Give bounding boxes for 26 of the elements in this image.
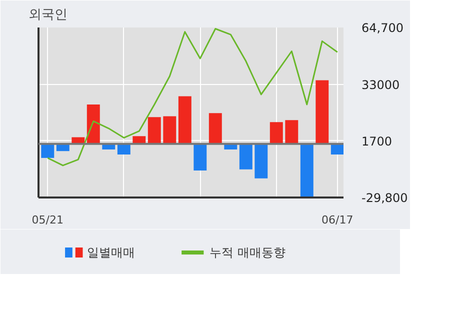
- bar: [239, 144, 252, 170]
- legend-label: 일별매매: [87, 246, 136, 260]
- bar: [285, 120, 298, 144]
- x-tick-label: 06/17: [322, 214, 354, 226]
- bar: [86, 104, 100, 144]
- bar: [117, 144, 130, 155]
- bar: [254, 144, 268, 178]
- bar: [208, 113, 222, 144]
- bar: [270, 122, 283, 144]
- bar: [41, 144, 54, 158]
- bar: [132, 136, 146, 144]
- y-tick-label: 33000: [362, 78, 400, 92]
- y-tick-label: 1700: [362, 134, 392, 148]
- legend-label: 누적 매매동향: [210, 246, 286, 260]
- chart-title: 외국인: [28, 8, 68, 22]
- bar: [148, 117, 161, 144]
- bar: [72, 137, 85, 144]
- bar: [163, 116, 176, 144]
- bar: [178, 96, 192, 144]
- line-series: [46, 28, 338, 166]
- y-tick-label: -29,800: [362, 191, 408, 205]
- y-tick-label: 64,700: [362, 21, 404, 35]
- bar: [194, 144, 207, 171]
- bar: [316, 80, 329, 144]
- bar: [300, 144, 314, 198]
- x-tick-label: 05/21: [32, 214, 64, 226]
